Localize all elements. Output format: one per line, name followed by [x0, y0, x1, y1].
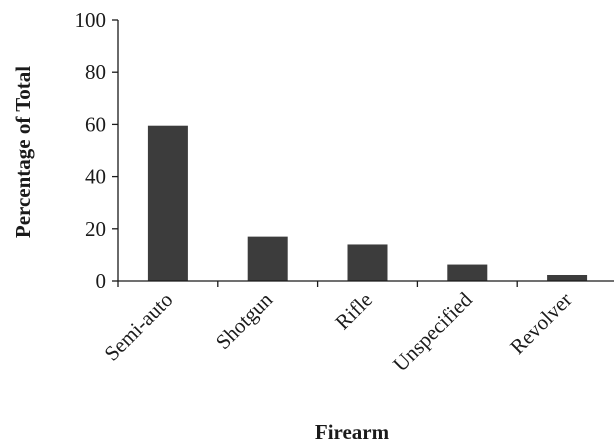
y-tick-label: 0 [96, 269, 107, 293]
bar-shotgun [247, 236, 288, 281]
bar-revolver [547, 274, 588, 281]
y-tick-label: 100 [75, 8, 107, 32]
x-tick-label: Semi-auto [99, 288, 177, 366]
bar-semi-auto [147, 125, 188, 281]
y-tick-label: 40 [85, 165, 106, 189]
bar-unspecified [447, 264, 488, 281]
bars-group [147, 125, 588, 281]
x-tick-label: Rifle [330, 288, 377, 335]
x-tick-label: Revolver [505, 288, 576, 359]
x-axis-title: Firearm [315, 420, 390, 443]
x-tick-label: Shotgun [211, 287, 278, 354]
y-tick-label: 80 [85, 60, 106, 84]
y-tick-label: 20 [85, 217, 106, 241]
x-axis: Semi-auto Shotgun Rifle Unspecified Revolver [99, 280, 614, 376]
bar-rifle [347, 244, 388, 281]
y-axis-title: Percentage of Total [11, 66, 35, 238]
x-tick-label: Unspecified [388, 287, 477, 376]
y-axis: 0 20 40 60 80 100 [75, 8, 119, 293]
y-tick-label: 60 [85, 112, 106, 136]
